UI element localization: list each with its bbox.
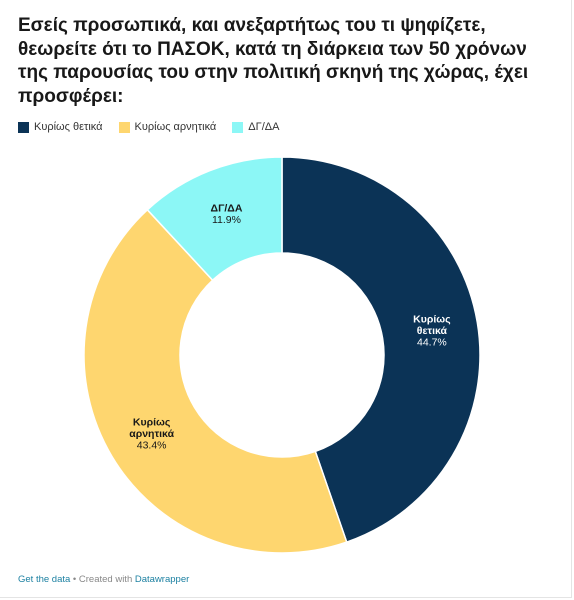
footer: Get the data • Created with Datawrapper — [18, 574, 189, 585]
slice-negative — [83, 208, 348, 554]
donut-slices — [83, 156, 481, 554]
legend-item-dk-na: ΔΓ/ΔΑ — [232, 121, 279, 133]
donut-chart: Κυρίως θετικά 44.7% Κυρίως αρνητικά 43.4% ΔΓ/Δ… — [83, 156, 481, 554]
slice-label-positive: Κυρίως θετικά 44.7% — [413, 313, 451, 348]
slice-label-negative: Κυρίως αρνητικά 43.4% — [129, 417, 174, 452]
chart-title: Εσείς προσωπικά, και ανεξαρτήτως του τι … — [18, 15, 529, 107]
legend-item-negative: Κυρίως αρνητικά — [118, 121, 217, 133]
legend-swatch-dk-na — [232, 121, 244, 133]
footer-credit-text: • Created with — [70, 574, 135, 585]
legend-label-negative: Κυρίως αρνητικά — [134, 121, 217, 133]
get-data-link[interactable]: Get the data — [18, 574, 71, 585]
legend-label-dk-na: ΔΓ/ΔΑ — [248, 121, 280, 133]
datawrapper-link[interactable]: Datawrapper — [134, 574, 190, 585]
slice-label-dk-na: ΔΓ/ΔΑ 11.9% — [211, 203, 243, 227]
donut-labels: Κυρίως θετικά 44.7% Κυρίως αρνητικά 43.4% ΔΓ/Δ… — [129, 203, 451, 452]
legend-swatch-positive — [18, 121, 29, 133]
legend-label-positive: Κυρίως θετικά — [34, 121, 103, 133]
slice-dk-na — [146, 156, 283, 282]
legend: Κυρίως θετικά Κυρίως αρνητικά ΔΓ/ΔΑ — [18, 121, 295, 133]
legend-swatch-negative — [118, 121, 130, 133]
legend-item-positive: Κυρίως θετικά — [18, 121, 103, 133]
slice-positive — [281, 156, 481, 544]
